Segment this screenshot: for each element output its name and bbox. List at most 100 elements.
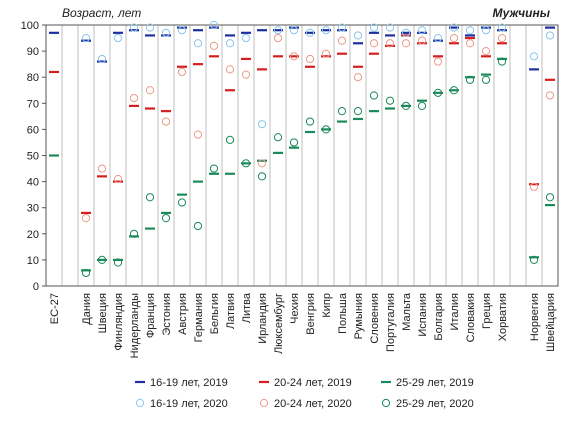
circle-mark — [369, 23, 379, 32]
circle-mark — [241, 159, 251, 168]
circle-mark — [209, 164, 219, 173]
circle-mark — [241, 70, 251, 79]
circle-mark — [465, 26, 475, 35]
circle-mark — [305, 54, 315, 64]
circle-mark — [193, 39, 203, 48]
legend-item: 16-19 лет, 2019 — [135, 377, 228, 389]
circle-mark — [225, 135, 235, 144]
circle-mark — [529, 52, 539, 61]
circle-mark — [193, 130, 203, 139]
x-tick-label: Латвия — [225, 293, 237, 329]
circle-mark — [113, 33, 123, 43]
legend-circle-symbol — [135, 398, 145, 408]
circle-mark — [113, 258, 123, 267]
legend: 16-19 лет, 2019 20-24 лет, 2019 25-29 лет,… — [135, 377, 474, 410]
y-tick-label: 10 — [27, 255, 39, 267]
legend-label: 25-29 лет, 2020 — [396, 398, 474, 410]
circle-mark — [97, 54, 107, 64]
circle-mark — [337, 36, 347, 45]
legend-label: 25-29 лет, 2019 — [396, 377, 474, 389]
circle-mark — [417, 26, 427, 35]
circle-mark — [321, 26, 331, 35]
legend-label: 16-19 лет, 2020 — [150, 398, 228, 410]
legend-item: 20-24 лет, 2020 — [259, 398, 352, 410]
circle-mark — [497, 57, 507, 66]
circle-mark — [273, 133, 283, 142]
y-axis: 0 10 20 30 40 50 60 70 80 90 100 — [21, 20, 46, 293]
circle-mark — [401, 39, 411, 48]
y-tick-label: 0 — [33, 281, 39, 293]
x-tick-label: Болгария — [433, 293, 445, 341]
y-tick-label: 90 — [27, 46, 39, 58]
series-6 — [81, 57, 555, 278]
x-tick-label: Греция — [481, 293, 493, 329]
circle-mark — [241, 33, 251, 43]
circle-mark — [161, 214, 171, 223]
chart-title: Мужчины — [493, 6, 551, 20]
circle-mark — [257, 159, 267, 168]
y-tick-label: 60 — [27, 124, 39, 136]
circle-mark — [353, 73, 363, 82]
y-tick-label: 40 — [27, 177, 39, 189]
y-tick-label: 70 — [27, 98, 39, 110]
x-tick-label: Португалия — [385, 293, 397, 352]
x-tick-label: Литва — [241, 292, 253, 323]
circle-mark — [529, 255, 539, 264]
x-tick-label: Финляндия — [113, 293, 125, 351]
x-tick-label: Швеция — [97, 293, 109, 333]
legend-item: 25-29 лет, 2020 — [381, 398, 474, 410]
circle-mark — [481, 26, 491, 35]
gridlines — [61, 25, 543, 286]
x-tick-label: Эстония — [161, 293, 173, 336]
circle-mark — [129, 93, 139, 103]
circle-mark — [129, 229, 139, 238]
x-tick-label: Чехия — [289, 293, 301, 324]
legend-label: 20-24 лет, 2020 — [274, 398, 352, 410]
circle-mark — [161, 117, 171, 126]
legend-item: 16-19 лет, 2020 — [135, 398, 228, 410]
circle-mark — [225, 39, 235, 48]
circle-mark — [177, 26, 187, 35]
x-tick-label: Дания — [81, 293, 93, 325]
circle-mark — [545, 91, 555, 100]
x-tick-label: Польша — [337, 292, 349, 334]
x-axis: ЕС-27 Дания Швеция Финляндия Нидерланды Франц… — [49, 292, 557, 358]
x-tick-label: Венгрия — [305, 293, 317, 335]
x-tick-label: Бельгия — [209, 293, 221, 334]
x-tick-label: Мальта — [401, 292, 413, 331]
circle-mark — [337, 23, 347, 32]
circle-mark — [209, 20, 219, 30]
circle-mark — [289, 52, 299, 61]
circle-mark — [417, 101, 427, 111]
circle-mark — [401, 28, 411, 37]
x-tick-label: Румыния — [353, 293, 365, 339]
circle-mark — [337, 107, 347, 116]
circle-mark — [417, 36, 427, 45]
x-tick-label: Франция — [145, 293, 157, 338]
circle-mark — [449, 33, 459, 43]
circle-mark — [481, 75, 491, 84]
circle-mark — [353, 31, 363, 40]
circle-mark — [449, 86, 459, 95]
x-tick-label: Словения — [369, 293, 381, 344]
legend-circle-symbol — [259, 398, 269, 408]
circle-mark — [129, 23, 139, 32]
circle-mark — [177, 198, 187, 207]
circle-mark — [385, 96, 395, 105]
y-tick-label: 80 — [27, 72, 39, 84]
x-tick-label: Словакия — [465, 293, 477, 342]
circle-mark — [81, 268, 91, 278]
circle-mark — [225, 65, 235, 74]
y-axis-label: Возраст, лет — [62, 6, 141, 20]
circle-mark — [177, 67, 187, 77]
circle-mark — [385, 23, 395, 32]
legend-label: 16-19 лет, 2019 — [150, 377, 228, 389]
circle-mark — [257, 120, 267, 129]
y-tick-label: 50 — [27, 151, 39, 163]
circle-mark — [145, 193, 155, 202]
circle-mark — [273, 26, 283, 35]
circle-mark — [145, 86, 155, 95]
circle-mark — [433, 88, 443, 97]
circle-mark — [305, 117, 315, 126]
